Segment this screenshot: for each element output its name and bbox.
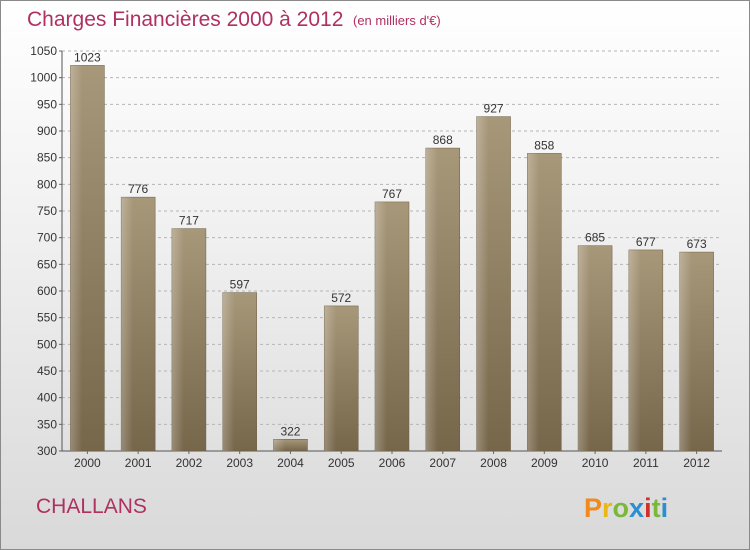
x-tick-label: 2002 — [176, 456, 203, 470]
y-tick-label: 500 — [37, 337, 57, 351]
bar-highlight — [324, 305, 337, 451]
data-label: 927 — [484, 102, 504, 116]
bar-highlight — [679, 252, 692, 451]
y-tick-label: 950 — [37, 97, 57, 111]
data-label: 767 — [382, 187, 402, 201]
data-label: 572 — [331, 291, 351, 305]
y-tick-label: 300 — [37, 444, 57, 458]
x-tick-label: 2001 — [125, 456, 152, 470]
bar-highlight — [476, 116, 489, 451]
bar-highlight — [121, 197, 134, 451]
x-tick-label: 2007 — [429, 456, 456, 470]
data-label: 685 — [585, 231, 605, 245]
data-label: 597 — [230, 278, 250, 292]
bar-highlight — [578, 245, 590, 451]
data-label: 717 — [179, 214, 199, 228]
y-tick-label: 750 — [37, 204, 57, 218]
y-tick-label: 700 — [37, 231, 57, 245]
y-tick-label: 1050 — [30, 44, 57, 58]
bar-highlight — [70, 65, 83, 452]
x-tick-label: 2000 — [74, 456, 101, 470]
data-label: 868 — [433, 133, 453, 147]
y-tick-label: 1000 — [30, 71, 57, 85]
x-tick-label: 2011 — [633, 456, 659, 470]
x-tick-label: 2010 — [582, 456, 609, 470]
bar-highlight — [273, 439, 286, 451]
y-tick-label: 600 — [37, 284, 57, 298]
y-tick-label: 850 — [37, 151, 57, 165]
data-label: 776 — [128, 182, 148, 196]
x-tick-label: 2005 — [328, 456, 355, 470]
commune-name: CHALLANS — [36, 495, 147, 518]
svg-text:Proxiti: Proxiti — [584, 493, 668, 523]
data-label: 677 — [636, 235, 656, 249]
data-label: 673 — [687, 237, 707, 251]
y-tick-label: 400 — [37, 391, 57, 405]
y-tick-label: 650 — [37, 257, 57, 271]
x-tick-label: 2012 — [683, 456, 710, 470]
y-tick-label: 900 — [37, 124, 57, 138]
bar-highlight — [171, 228, 184, 451]
data-label: 858 — [534, 138, 554, 152]
bar-highlight — [375, 201, 387, 451]
x-tick-label: 2009 — [531, 456, 558, 470]
x-tick-label: 2003 — [226, 456, 253, 470]
bar-highlight — [527, 153, 540, 451]
y-tick-label: 350 — [37, 417, 57, 431]
proxiti-logo: Proxiti — [584, 493, 668, 523]
x-tick-label: 2006 — [379, 456, 406, 470]
x-tick-label: 2008 — [480, 456, 507, 470]
y-tick-label: 800 — [37, 177, 57, 191]
bar-highlight — [222, 292, 235, 451]
y-tick-label: 450 — [37, 364, 57, 378]
data-label: 322 — [280, 424, 300, 438]
bar-highlight — [628, 249, 641, 451]
y-tick-label: 550 — [37, 311, 57, 325]
chart-title: Charges Financières 2000 à 2012 — [27, 8, 344, 31]
bar-highlight — [425, 148, 438, 452]
data-label: 1023 — [74, 50, 101, 64]
chart-subtitle: (en milliers d'€) — [353, 13, 441, 28]
x-tick-label: 2004 — [277, 456, 304, 470]
